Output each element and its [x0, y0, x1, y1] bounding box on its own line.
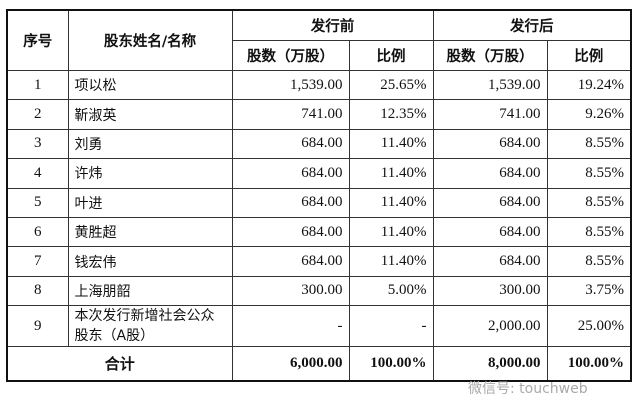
before-shares: 684.00 — [231, 216, 350, 248]
before-shares: - — [231, 305, 350, 348]
after-ratio: 25.00% — [546, 305, 632, 348]
after-ratio: 8.55% — [546, 246, 632, 277]
before-shares: 1,539.00 — [231, 69, 350, 101]
total-before-shares: 6,000.00 — [231, 346, 350, 382]
header-after: 发行后 — [432, 9, 632, 41]
row-number: 3 — [6, 128, 69, 160]
table-row: 7 钱宏伟 684.00 11.40% 684.00 8.55% — [6, 246, 632, 277]
before-shares: 684.00 — [231, 128, 350, 160]
before-ratio: 11.40% — [348, 187, 434, 218]
shareholder-name: 刘勇 — [67, 128, 233, 160]
after-shares: 684.00 — [432, 187, 548, 218]
header-after-shares: 股数（万股） — [432, 40, 548, 71]
after-shares: 2,000.00 — [432, 305, 548, 348]
row-number: 9 — [6, 305, 69, 348]
total-after-shares: 8,000.00 — [432, 346, 548, 382]
shareholder-name: 许炜 — [67, 158, 233, 189]
header-seq: 序号 — [6, 9, 69, 71]
after-ratio: 3.75% — [546, 275, 632, 307]
row-number: 7 — [6, 246, 69, 277]
shareholder-name: 上海朋韶 — [67, 275, 233, 307]
table-row: 1 项以松 1,539.00 25.65% 1,539.00 19.24% — [6, 69, 632, 101]
after-ratio: 8.55% — [546, 216, 632, 248]
row-number: 5 — [6, 187, 69, 218]
before-ratio: 11.40% — [348, 128, 434, 160]
table-row: 6 黄胜超 684.00 11.40% 684.00 8.55% — [6, 216, 632, 248]
shareholder-name: 靳淑英 — [67, 99, 233, 130]
after-ratio: 8.55% — [546, 128, 632, 160]
row-number: 2 — [6, 99, 69, 130]
before-shares: 684.00 — [231, 246, 350, 277]
header-before: 发行前 — [231, 9, 434, 41]
row-number: 1 — [6, 69, 69, 101]
row-number: 6 — [6, 216, 69, 248]
after-shares: 684.00 — [432, 128, 548, 160]
before-shares: 684.00 — [231, 158, 350, 189]
row-number: 4 — [6, 158, 69, 189]
header-before-ratio: 比例 — [348, 40, 434, 71]
after-shares: 684.00 — [432, 246, 548, 277]
before-ratio: 25.65% — [348, 69, 434, 101]
before-ratio: 11.40% — [348, 158, 434, 189]
after-ratio: 9.26% — [546, 99, 632, 130]
table-row: 9 本次发行新增社会公众股东（A股） - -2,000.00 25.00% — [6, 305, 632, 348]
before-shares: 300.00 — [231, 275, 350, 307]
total-before-ratio: 100.00% — [348, 346, 434, 382]
table-row: 2 靳淑英 741.00 12.35% 741.00 9.26% — [6, 99, 632, 130]
after-ratio: 8.55% — [546, 158, 632, 189]
header-before-shares: 股数（万股） — [231, 40, 350, 71]
table-row: 4 许炜 684.00 11.40% 684.00 8.55% — [6, 158, 632, 189]
total-label: 合计 — [6, 346, 233, 382]
after-ratio: 8.55% — [546, 187, 632, 218]
shareholder-table: 序号 股东姓名/名称 发行前 发行后 股数（万股） 比例 股数（万股） 比例 1… — [6, 9, 632, 382]
before-ratio: - — [348, 305, 434, 348]
after-shares: 741.00 — [432, 99, 548, 130]
after-ratio: 19.24% — [546, 69, 632, 101]
after-shares: 1,539.00 — [432, 69, 548, 101]
after-shares: 684.00 — [432, 158, 548, 189]
shareholder-name: 钱宏伟 — [67, 246, 233, 277]
before-ratio: 11.40% — [348, 246, 434, 277]
total-row: 合计 6,000.00 100.00% 8,000.00 100.00% — [6, 346, 632, 382]
after-shares: 300.00 — [432, 275, 548, 307]
before-ratio: 12.35% — [348, 99, 434, 130]
before-ratio: 11.40% — [348, 216, 434, 248]
header-after-ratio: 比例 — [546, 40, 632, 71]
after-shares: 684.00 — [432, 216, 548, 248]
table-row: 3 刘勇 684.00 11.40% 684.00 8.55% — [6, 128, 632, 160]
shareholder-name: 项以松 — [67, 69, 233, 101]
shareholder-name: 本次发行新增社会公众股东（A股） — [67, 305, 233, 348]
before-ratio: 5.00% — [348, 275, 434, 307]
row-number: 8 — [6, 275, 69, 307]
table-row: 8 上海朋韶 300.00 5.00% 300.00 3.75% — [6, 275, 632, 307]
shareholder-name: 黄胜超 — [67, 216, 233, 248]
table-row: 5 叶进 684.00 11.40% 684.00 8.55% — [6, 187, 632, 218]
watermark: 微信号: touchweb — [468, 381, 588, 397]
total-after-ratio: 100.00% — [546, 346, 632, 382]
before-shares: 684.00 — [231, 187, 350, 218]
before-shares: 741.00 — [231, 99, 350, 130]
header-name: 股东姓名/名称 — [67, 9, 233, 71]
shareholder-name: 叶进 — [67, 187, 233, 218]
